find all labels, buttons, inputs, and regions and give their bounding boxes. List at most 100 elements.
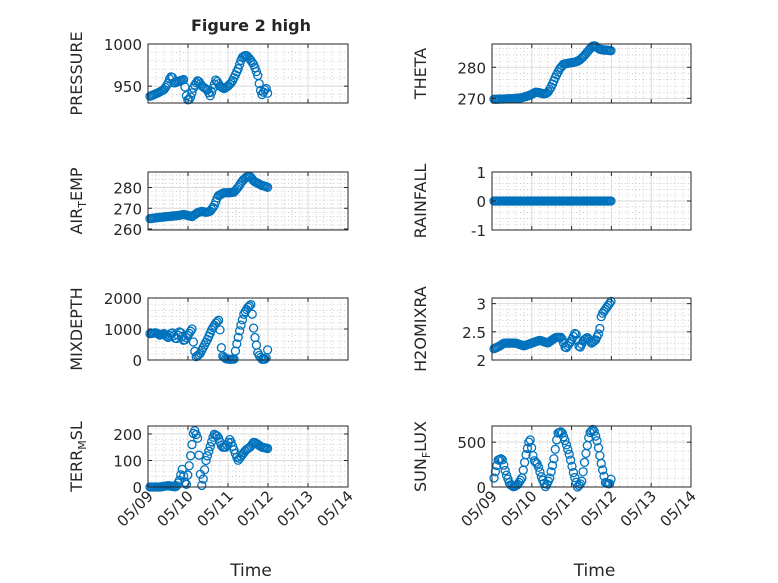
data-point bbox=[529, 456, 540, 466]
subplot-7: 010020005/0905/1005/1105/1205/1305/14TER… bbox=[67, 421, 357, 581]
subplot-8: 050005/0905/1005/1105/1205/1305/14SUNFLU… bbox=[411, 421, 700, 581]
data-point bbox=[187, 324, 197, 334]
data-point bbox=[262, 345, 273, 355]
data-point bbox=[211, 318, 221, 328]
y-tick-label: 0 bbox=[132, 479, 142, 497]
data-point bbox=[183, 470, 193, 480]
data-point bbox=[212, 431, 222, 441]
y-tick-label: 0 bbox=[476, 479, 486, 497]
y-tick-label: 2000 bbox=[104, 290, 142, 308]
data-point bbox=[185, 92, 196, 102]
data-point bbox=[257, 89, 267, 100]
subplot-2: 270 280 THETA bbox=[411, 41, 692, 108]
data-point bbox=[506, 480, 516, 490]
data-point bbox=[565, 337, 576, 347]
axis-box bbox=[147, 171, 349, 231]
data-point bbox=[557, 334, 567, 344]
data-point bbox=[181, 479, 192, 489]
y-tick-label: 0 bbox=[476, 193, 486, 211]
subplot-3: 260 270 280 AIRTEMP bbox=[67, 167, 349, 239]
data-point bbox=[262, 88, 273, 98]
data-point bbox=[236, 320, 246, 330]
data-point bbox=[571, 329, 581, 340]
data-point bbox=[220, 442, 231, 452]
data-point bbox=[522, 443, 533, 454]
y-tick-label: 270 bbox=[113, 200, 142, 218]
data-point bbox=[246, 299, 256, 310]
data-point bbox=[578, 467, 588, 477]
data-point bbox=[595, 323, 605, 334]
data-point bbox=[211, 430, 221, 440]
data-point bbox=[606, 296, 616, 307]
data-point bbox=[234, 326, 245, 336]
data-point bbox=[208, 202, 218, 213]
x-tick-label: 05/10 bbox=[497, 487, 540, 530]
data-point bbox=[577, 476, 587, 486]
y-tick-label: 270 bbox=[457, 90, 486, 108]
data-point bbox=[233, 332, 243, 343]
data-point bbox=[237, 315, 248, 325]
data-point bbox=[549, 454, 559, 464]
axis-box bbox=[491, 43, 692, 104]
data-point bbox=[550, 444, 560, 454]
x-tick-label: 05/11 bbox=[537, 487, 580, 530]
data-point bbox=[261, 83, 271, 94]
data-point bbox=[192, 433, 203, 443]
data-point bbox=[248, 323, 259, 333]
y-tick-label: -1 bbox=[471, 222, 486, 240]
x-axis-label: Time bbox=[229, 561, 272, 581]
x-tick-label: 05/10 bbox=[154, 487, 197, 530]
data-point bbox=[589, 426, 599, 437]
axis-box bbox=[491, 425, 692, 488]
data-point bbox=[226, 78, 236, 88]
y-tick-label: 280 bbox=[113, 180, 142, 198]
data-point bbox=[255, 352, 266, 363]
data-point bbox=[262, 182, 273, 192]
y-tick-label: 280 bbox=[457, 59, 486, 77]
data-point bbox=[177, 464, 187, 475]
plot-area bbox=[491, 297, 692, 361]
data-point bbox=[545, 84, 555, 94]
data-point bbox=[232, 339, 242, 349]
data-series bbox=[145, 50, 273, 105]
y-axis-label: RAINFALL bbox=[411, 164, 430, 239]
data-point bbox=[567, 461, 577, 472]
x-tick-label: 05/13 bbox=[274, 487, 317, 530]
data-point bbox=[543, 87, 553, 97]
data-point bbox=[561, 440, 572, 450]
y-axis-label: AIRTEMP bbox=[67, 167, 89, 234]
x-tick-label: 05/11 bbox=[194, 487, 237, 530]
data-point bbox=[260, 354, 270, 364]
data-series bbox=[145, 426, 273, 492]
data-point bbox=[515, 475, 526, 485]
y-tick-label: 1000 bbox=[104, 36, 142, 54]
y-tick-label: 200 bbox=[113, 426, 142, 444]
y-tick-label: 2.5 bbox=[462, 324, 486, 342]
data-point bbox=[547, 460, 558, 471]
data-point bbox=[604, 298, 615, 309]
data-point bbox=[591, 431, 601, 441]
data-point bbox=[545, 473, 555, 483]
y-tick-label: 500 bbox=[457, 434, 486, 452]
data-point bbox=[197, 480, 207, 491]
data-point bbox=[204, 446, 214, 456]
data-point bbox=[199, 465, 210, 475]
y-tick-label: 100 bbox=[113, 452, 142, 470]
data-point bbox=[571, 477, 581, 487]
data-point bbox=[489, 473, 499, 483]
y-axis-label: TERRMSL bbox=[67, 421, 89, 493]
data-point bbox=[564, 449, 574, 459]
data-point bbox=[233, 64, 243, 74]
subplot-1: 950 1000 PRESSURE bbox=[67, 31, 349, 116]
y-tick-label: 1 bbox=[476, 164, 486, 182]
data-point bbox=[490, 467, 501, 477]
data-point bbox=[247, 57, 257, 68]
data-point bbox=[244, 301, 255, 311]
data-point bbox=[492, 460, 502, 471]
data-point bbox=[188, 337, 199, 347]
data-point bbox=[215, 325, 225, 335]
data-point bbox=[535, 467, 545, 477]
data-series bbox=[145, 299, 273, 365]
data-point bbox=[556, 332, 566, 343]
x-tick-label: 05/12 bbox=[577, 487, 620, 530]
